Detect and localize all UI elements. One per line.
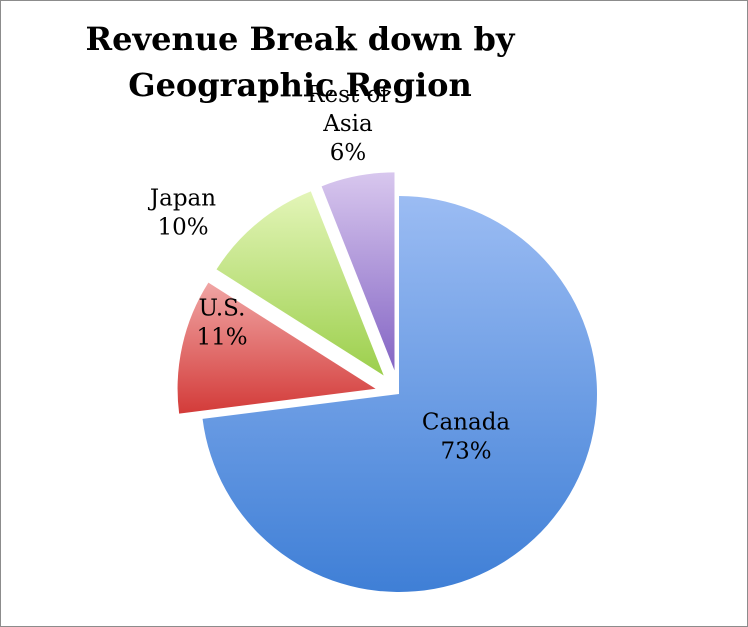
pie-slice-japan [216, 191, 384, 376]
slice-label-japan: Japan 10% [148, 186, 216, 241]
pie-slice-canada [202, 196, 598, 592]
pie-slices [177, 172, 598, 592]
chart-title-line-2: Geographic Region [128, 66, 472, 104]
pie-labels: Canada 73% U.S. 11% Japan 10% Rest of Asia 6% [148, 82, 511, 465]
slice-label-u-s: U.S. 11% [196, 296, 247, 351]
chart-title-line-1: Revenue Break down by [85, 20, 515, 58]
pie-slice-u-s [177, 282, 376, 414]
slice-label-rest-of-asia: Rest of Asia 6% [307, 82, 390, 166]
slice-label-canada: Canada 73% [422, 410, 511, 465]
chart-title: Revenue Break down by Geographic Region [40, 16, 560, 108]
pie-slice-rest-of-asia [321, 172, 395, 371]
